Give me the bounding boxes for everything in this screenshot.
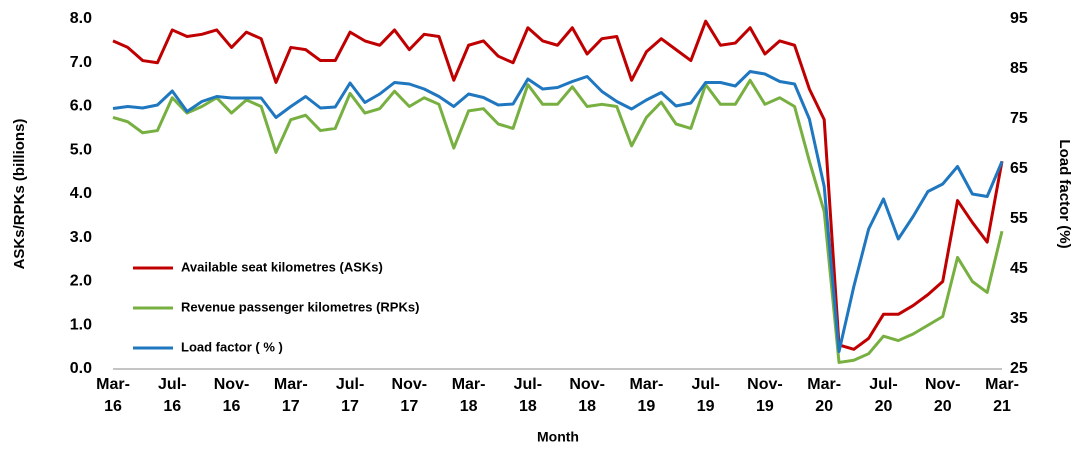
- x-tick-label: Nov- 19: [747, 376, 783, 415]
- y2-tick-label: 25: [1010, 360, 1028, 377]
- x-tick-label-part: Mar-: [807, 376, 841, 393]
- x-tick-label: Jul- 18: [514, 376, 542, 415]
- x-tick-label-part: Jul-: [869, 376, 897, 393]
- x-tick-label: Mar- 21: [985, 376, 1019, 415]
- x-tick-label-part: Nov-: [392, 376, 428, 393]
- x-tick-label-part: Mar-: [452, 376, 486, 393]
- x-tick-label-part: Jul-: [158, 376, 186, 393]
- x-tick-label-part: Jul-: [336, 376, 364, 393]
- x-tick-label-part: 20: [934, 398, 952, 415]
- x-tick-label-part: Jul-: [514, 376, 542, 393]
- x-tick-label-part: 19: [697, 398, 715, 415]
- y-tick-label: 7.0: [70, 54, 92, 71]
- x-tick-label: Jul- 16: [158, 376, 186, 415]
- y-tick-label: 3.0: [70, 229, 92, 246]
- y-tick-label: 5.0: [70, 141, 92, 158]
- x-tick-label-part: 16: [104, 398, 122, 415]
- x-tick-label: Mar- 16: [96, 376, 130, 415]
- x-tick-label: Nov- 17: [392, 376, 428, 415]
- y2-tick-label: 75: [1010, 110, 1028, 127]
- legend-label: Available seat kilometres (ASKs): [181, 259, 383, 274]
- y2-tick-label: 65: [1010, 160, 1028, 177]
- x-tick-label: Jul- 20: [869, 376, 897, 415]
- x-tick-label-part: Nov-: [925, 376, 961, 393]
- y-tick-label: 0.0: [70, 360, 92, 377]
- legend-label: Revenue passenger kilometres (RPKs): [181, 299, 419, 314]
- y-tick-label: 6.0: [70, 98, 92, 115]
- x-tick-label-part: 16: [223, 398, 241, 415]
- legend-label: Load factor ( % ): [181, 339, 283, 354]
- x-tick-label: Mar- 19: [630, 376, 664, 415]
- y2-tick-label: 85: [1010, 60, 1028, 77]
- x-tick-label-part: 21: [993, 398, 1011, 415]
- x-tick-label: Mar- 17: [274, 376, 308, 415]
- x-tick-label-part: 20: [815, 398, 833, 415]
- y2-tick-label: 95: [1010, 10, 1028, 27]
- y-tick-label: 2.0: [70, 273, 92, 290]
- y-tick-label: 4.0: [70, 185, 92, 202]
- x-tick-label: Jul- 17: [336, 376, 364, 415]
- y2-tick-label: 45: [1010, 260, 1028, 277]
- x-tick-label-part: Mar-: [96, 376, 130, 393]
- series-line: [112, 70, 1004, 353]
- x-tick-label-part: 20: [875, 398, 893, 415]
- x-tick-label-part: Nov-: [569, 376, 605, 393]
- x-tick-label: Mar- 18: [452, 376, 486, 415]
- x-tick-label-part: 17: [282, 398, 300, 415]
- series-line: [112, 78, 1004, 364]
- x-tick-label-part: Nov-: [214, 376, 250, 393]
- y-axis-title: ASKs/RPKs (billions): [11, 119, 28, 270]
- x-tick-label-part: Mar-: [630, 376, 664, 393]
- y2-axis-title: Load factor (%): [1056, 139, 1073, 248]
- series-line: [112, 19, 1004, 351]
- x-tick-label-part: 18: [519, 398, 537, 415]
- x-tick-label: Jul- 19: [691, 376, 719, 415]
- x-axis-title: Month: [537, 429, 579, 445]
- x-tick-label-part: 17: [341, 398, 359, 415]
- y2-tick-label: 55: [1010, 210, 1028, 227]
- x-tick-label: Nov- 16: [214, 376, 250, 415]
- x-tick-label: Nov- 20: [925, 376, 961, 415]
- y2-tick-label: 35: [1010, 310, 1028, 327]
- x-tick-label-part: 16: [163, 398, 181, 415]
- y-tick-label: 1.0: [70, 316, 92, 333]
- x-tick-label-part: 18: [460, 398, 478, 415]
- x-tick-label-part: Nov-: [747, 376, 783, 393]
- x-tick-label: Nov- 18: [569, 376, 605, 415]
- x-tick-label: Mar- 20: [807, 376, 841, 415]
- x-tick-label-part: Mar-: [274, 376, 308, 393]
- y-tick-label: 8.0: [70, 10, 92, 27]
- x-tick-label-part: 17: [400, 398, 418, 415]
- x-tick-label-part: 19: [638, 398, 656, 415]
- x-tick-label-part: 19: [756, 398, 774, 415]
- x-tick-label-part: 18: [578, 398, 596, 415]
- x-tick-label-part: Jul-: [691, 376, 719, 393]
- x-tick-label-part: Mar-: [985, 376, 1019, 393]
